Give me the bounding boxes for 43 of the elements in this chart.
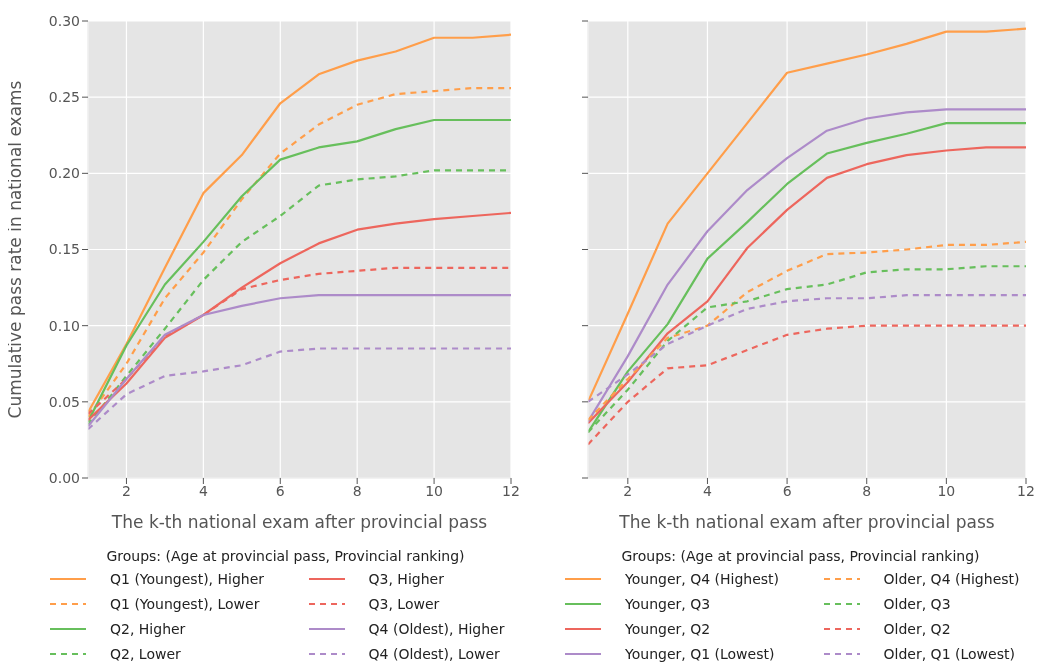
y-tick-label: 0.25: [48, 89, 80, 106]
x-tick-label: 2: [121, 482, 131, 499]
x-tick-label: 12: [1017, 482, 1035, 499]
legend-label: Younger, Q2: [625, 620, 711, 637]
x-tick-label: 8: [862, 482, 872, 499]
line-series: [88, 211, 511, 422]
x-tick-label: 10: [937, 482, 956, 499]
x-axis-title: The k-th national exam after provincial pass: [618, 512, 995, 532]
legend-label: Younger, Q1 (Lowest): [625, 645, 775, 662]
x-tick-label: 10: [425, 482, 443, 499]
x-tick-label: 4: [702, 482, 712, 499]
legend-label: Q2, Lower: [110, 645, 181, 662]
legend-label: Older, Q2: [883, 620, 951, 637]
x-axis-title: The k-th national exam after provincial pass: [110, 512, 488, 532]
y-tick-label: 0.30: [48, 12, 80, 29]
y-tick-label: 0.00: [48, 469, 80, 486]
x-tick-label: 12: [502, 482, 520, 499]
y-tick-label: 0.15: [48, 241, 80, 258]
legend-label: Q2, Higher: [110, 620, 186, 637]
legend-label: Younger, Q4 (Highest): [625, 570, 780, 587]
line-series: [88, 33, 511, 414]
legend-label: Older, Q1 (Lowest): [883, 645, 1015, 662]
legend-label: Q1 (Youngest), Lower: [110, 595, 260, 612]
x-tick-label: 4: [198, 482, 208, 499]
legend-label: Q1 (Youngest), Higher: [110, 570, 265, 587]
legend-title: Groups: (Age at provincial pass, Provincial ranking): [620, 548, 981, 564]
legend-label: Q4 (Oldest), Higher: [368, 620, 505, 637]
y-tick-label: 0.05: [48, 393, 80, 410]
legend-label: Q3, Lower: [368, 595, 440, 612]
legend-label: Older, Q3: [883, 595, 951, 612]
x-tick-label: 6: [782, 482, 792, 499]
legend-label: Older, Q4 (Highest): [883, 570, 1020, 587]
y-tick-label: 0.20: [48, 165, 80, 182]
legend-title: Groups: (Age at provincial pass, Provincial ranking): [105, 548, 466, 564]
legend-label: Younger, Q3: [625, 595, 711, 612]
y-axis-title: Cumulative pass rate in national exams: [5, 80, 26, 419]
legend-label: Q4 (Oldest), Lower: [368, 645, 500, 662]
x-tick-label: 2: [623, 482, 633, 499]
y-tick-label: 0.10: [48, 317, 80, 334]
x-tick-label: 8: [352, 482, 362, 499]
line-series: [88, 294, 511, 428]
x-tick-label: 6: [275, 482, 285, 499]
legend-label: Q3, Higher: [368, 570, 444, 587]
